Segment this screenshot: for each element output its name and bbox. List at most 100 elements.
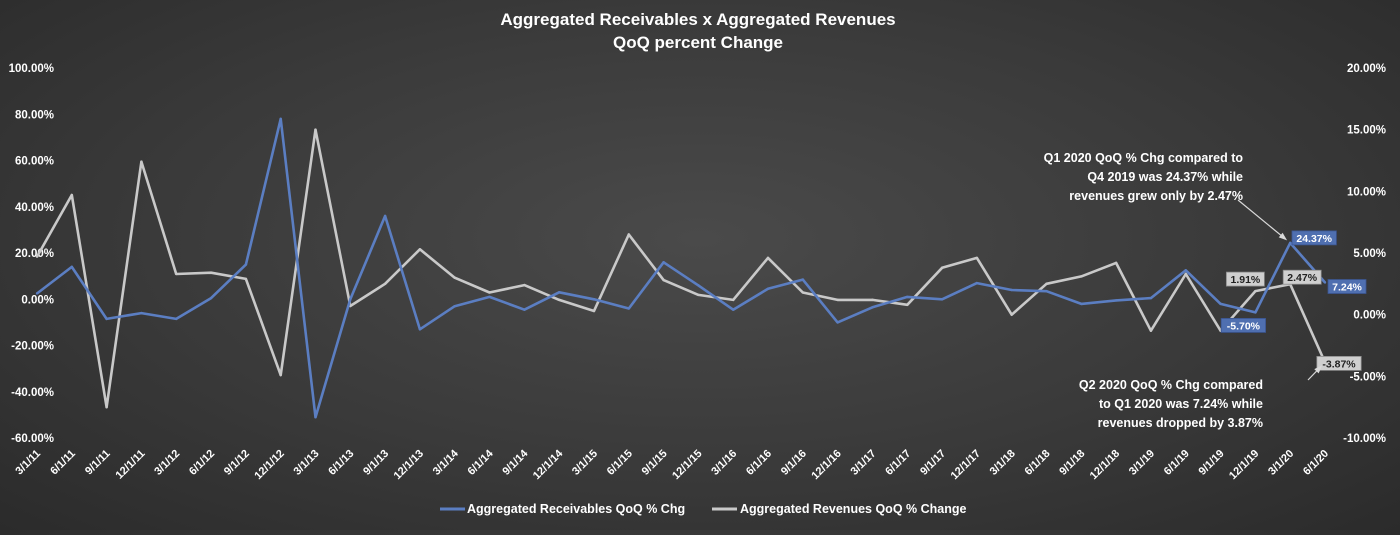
revenues-data-point: [836, 298, 839, 302]
data-label-box: [1220, 318, 1266, 333]
revenues-data-point: [279, 373, 282, 377]
revenues-data-point: [732, 298, 735, 302]
data-label-text: -5.70%: [1227, 320, 1261, 332]
right-y-axis: -10.00% -5.00% 0.00% 5.00% 10.00% 15.00% 20.00…: [1343, 63, 1386, 445]
annotation-arrow-head: [1314, 365, 1323, 374]
data-label-box: [1282, 269, 1322, 285]
x-axis-tick-label: 6/1/12: [187, 448, 217, 478]
data-label-text: 2.47%: [1287, 272, 1317, 284]
data-label-box: [1291, 230, 1337, 246]
annotation-text-line: Q4 2019 was 24.37% while: [1087, 170, 1243, 184]
receivables-data-point: [732, 308, 735, 311]
left-axis-tick-label: -20.00%: [11, 341, 54, 353]
x-axis-tick-label: 3/1/18: [988, 448, 1018, 478]
annotation-text-line: revenues dropped by 3.87%: [1098, 416, 1263, 430]
revenues-data-point: [1080, 275, 1083, 278]
x-axis-tick-label: 3/1/13: [291, 448, 321, 478]
left-axis-tick-label: 0.00%: [21, 294, 54, 306]
annotation-arrow-line: [1237, 199, 1286, 240]
receivables-data-point: [662, 261, 665, 264]
x-axis-tick-label: 3/1/17: [848, 448, 878, 478]
right-axis-tick-label: -10.00%: [1343, 433, 1386, 445]
data-label-text: -3.87%: [1322, 358, 1356, 370]
annotation-text-line: Q2 2020 QoQ % Chg compared: [1079, 378, 1263, 392]
chart-subtitle: QoQ percent Change: [613, 33, 783, 52]
revenues-series-line: [35, 128, 1327, 409]
left-axis-tick-label: -40.00%: [11, 387, 54, 399]
receivables-data-point: [627, 307, 630, 310]
receivables-data-point: [175, 317, 178, 321]
right-axis-tick-label: 10.00%: [1347, 186, 1386, 198]
receivables-data-point: [35, 292, 39, 295]
receivables-data-point: [592, 298, 596, 301]
revenues-data-point: [697, 293, 700, 297]
revenues-data-point: [871, 298, 874, 302]
revenues-data-point: [975, 256, 979, 260]
receivables-data-point: [1080, 302, 1083, 306]
receivables-data-point: [1010, 288, 1013, 292]
x-axis-tick-label: 6/1/11: [48, 448, 78, 478]
legend-item-receivables: Aggregated Receivables QoQ % Chg: [440, 502, 685, 516]
data-label-box: [1327, 279, 1367, 294]
legend-label: Aggregated Receivables QoQ % Chg: [467, 502, 685, 516]
receivables-data-point: [557, 291, 561, 294]
series-layer: [35, 117, 1327, 419]
receivables-data-point: [975, 281, 979, 285]
revenues-data-point: [453, 276, 456, 279]
revenues-data-label: -3.87%: [1316, 355, 1362, 371]
annotations: Q1 2020 QoQ % Chg compared to Q4 2019 was…: [1044, 151, 1323, 430]
revenues-data-label: 1.91%: [1225, 271, 1265, 287]
annotation: Q1 2020 QoQ % Chg compared to Q4 2019 was…: [1044, 151, 1288, 241]
x-axis-tick-label: 3/1/19: [1127, 448, 1157, 478]
revenues-data-point: [523, 283, 526, 287]
receivables-data-point: [1288, 241, 1292, 245]
receivables-data-point: [418, 328, 422, 331]
receivables-data-point: [140, 311, 143, 315]
receivables-data-point: [1184, 269, 1187, 272]
receivables-data-point: [940, 298, 944, 301]
x-axis-tick-label: 3/1/12: [152, 448, 182, 478]
receivables-data-point: [349, 298, 352, 301]
annotation-arrow-head: [1278, 232, 1288, 241]
x-axis-tick-label: 6/1/19: [1162, 448, 1192, 478]
revenues-data-point: [1254, 289, 1257, 293]
x-axis: 3/1/11 6/1/11 9/1/11 12/1/11 3/1/12 6/1/12 9/1…: [13, 447, 1331, 482]
chart-title: Aggregated Receivables x Aggregated Reve…: [500, 10, 895, 29]
data-label-box: [1316, 355, 1362, 371]
x-axis-tick-label: 6/1/17: [883, 448, 913, 478]
receivables-data-point: [1254, 311, 1257, 314]
revenues-data-point: [557, 298, 561, 302]
revenues-data-point: [1149, 329, 1153, 332]
receivables-data-label: 24.37%: [1291, 230, 1337, 246]
left-axis-tick-label: 60.00%: [15, 156, 54, 168]
revenues-data-point: [1010, 313, 1013, 316]
annotation-text-line: to Q1 2020 was 7.24% while: [1099, 397, 1263, 411]
receivables-data-point: [488, 295, 491, 299]
x-axis-tick-label: 9/1/12: [222, 448, 252, 478]
x-axis-tick-label: 9/1/15: [640, 448, 670, 478]
receivables-data-point: [279, 117, 282, 121]
right-axis-tick-label: 0.00%: [1353, 310, 1386, 322]
x-axis-tick-label: 6/1/14: [466, 447, 497, 478]
receivables-data-label: -5.70%: [1220, 318, 1266, 333]
x-axis-tick-label: 9/1/13: [361, 448, 391, 478]
x-axis-tick-label: 9/1/18: [1057, 448, 1087, 478]
receivables-data-point: [1219, 302, 1222, 306]
revenues-data-point: [662, 278, 665, 282]
left-y-axis: -60.00% -40.00% -20.00% 0.00% 20.00% 40.00% 60…: [9, 63, 54, 445]
revenues-data-point: [70, 193, 74, 197]
receivables-data-point: [836, 321, 839, 324]
left-axis-tick-label: 80.00%: [15, 109, 54, 121]
data-labels: -5.70% 24.37% 7.24% 1.91% 2.47% -3.87%: [1220, 230, 1367, 371]
receivables-data-point: [1323, 281, 1327, 284]
legend-item-revenues: Aggregated Revenues QoQ % Change: [712, 502, 966, 516]
right-axis-tick-label: 20.00%: [1347, 63, 1386, 75]
x-axis-tick-label: 6/1/15: [605, 448, 635, 478]
revenues-data-point: [940, 266, 944, 269]
revenues-data-point: [1045, 282, 1048, 286]
receivables-data-point: [244, 263, 248, 266]
x-axis-tick-label: 6/1/13: [326, 448, 356, 478]
data-label-text: 24.37%: [1296, 233, 1332, 245]
revenues-data-point: [592, 309, 596, 313]
